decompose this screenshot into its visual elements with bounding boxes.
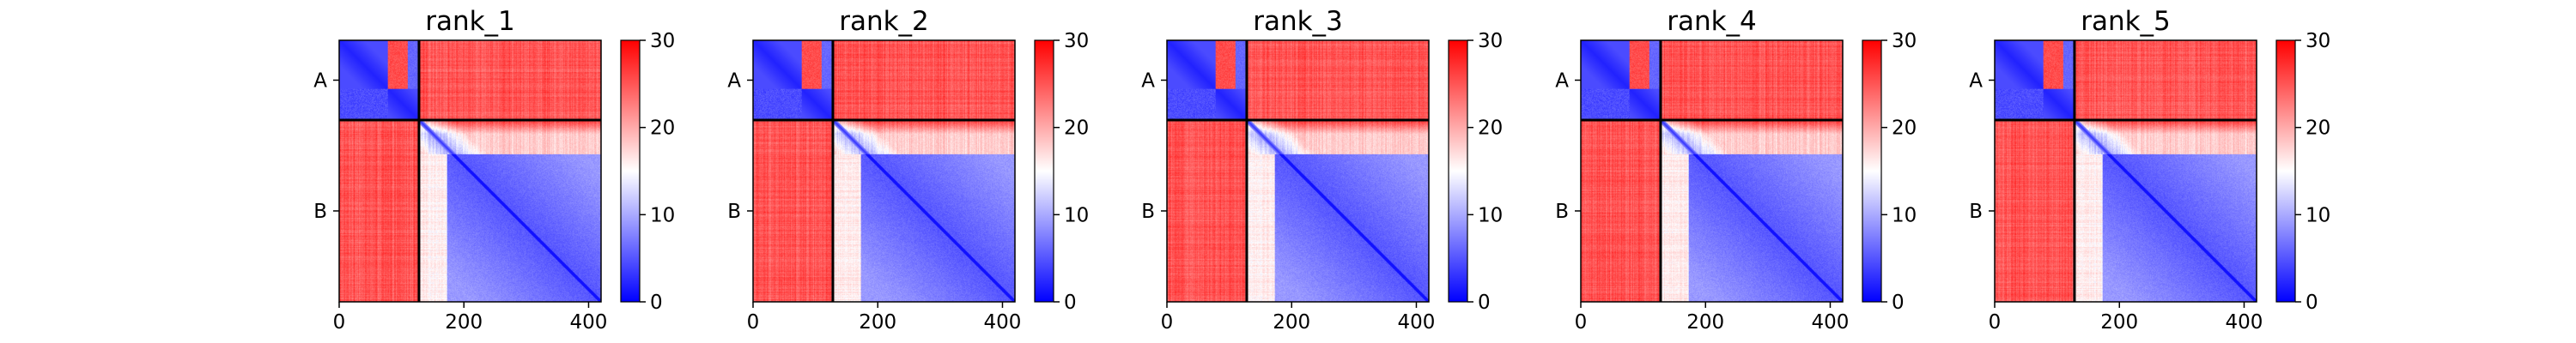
- colorbar-tick-label: 30: [650, 30, 675, 52]
- chain-label: B: [1969, 201, 1983, 223]
- colorbar-tick-label: 20: [1064, 117, 1089, 140]
- x-tick-label: 0: [1161, 311, 1174, 334]
- colorbar-tick-label: 0: [1478, 292, 1491, 314]
- heatmap-image: [1581, 40, 1843, 302]
- x-tick-label: 0: [747, 311, 760, 334]
- colorbar-tick-label: 10: [1892, 204, 1917, 226]
- colorbar-tick-label: 10: [1478, 204, 1503, 226]
- axes-frame: [338, 39, 602, 303]
- x-tick-label: 400: [2226, 311, 2263, 334]
- x-tick-label: 400: [984, 311, 1022, 334]
- chain-label: A: [313, 69, 327, 92]
- x-tick-label: 400: [1812, 311, 1850, 334]
- colorbar-tick-label: 30: [1478, 30, 1503, 52]
- heatmap-panel-1: rank_1 0 200 400 A B 0 10 20 30: [313, 6, 675, 334]
- x-tick-label: 200: [1686, 311, 1724, 334]
- axes-frame: [752, 39, 1016, 303]
- chain-label: B: [1141, 201, 1155, 223]
- heatmap-image: [753, 40, 1015, 302]
- chain-label: B: [1555, 201, 1569, 223]
- colorbar-tick-label: 30: [2306, 30, 2330, 52]
- x-tick-label: 200: [859, 311, 896, 334]
- axes-frame: [1166, 39, 1430, 303]
- chain-label: A: [727, 69, 741, 92]
- colorbar-tick-label: 0: [1892, 292, 1905, 314]
- colorbar-tick-label: 0: [2306, 292, 2318, 314]
- colorbar-tick-label: 10: [1064, 204, 1089, 226]
- colorbar: [620, 39, 641, 303]
- panel-title: rank_5: [2081, 6, 2171, 37]
- panel-title: rank_4: [1667, 6, 1757, 37]
- colorbar: [1862, 39, 1882, 303]
- x-tick-label: 200: [1273, 311, 1310, 334]
- heatmap-panel-4: rank_4 0 200 400 A B 0 10 20 30: [1555, 6, 1917, 334]
- colorbar-tick-label: 30: [1892, 30, 1917, 52]
- axes-frame: [1994, 39, 2257, 303]
- heatmap-image: [1995, 40, 2257, 302]
- chain-label: A: [1969, 69, 1983, 92]
- x-tick-label: 200: [2100, 311, 2138, 334]
- panel-title: rank_1: [425, 6, 515, 37]
- colorbar-tick-label: 10: [2306, 204, 2330, 226]
- x-tick-label: 200: [445, 311, 483, 334]
- x-tick-label: 400: [1398, 311, 1436, 334]
- colorbar-tick-label: 20: [650, 117, 675, 140]
- colorbar: [2275, 39, 2296, 303]
- colorbar-tick-label: 0: [650, 292, 663, 314]
- panel-title: rank_2: [839, 6, 929, 37]
- heatmap-panel-2: rank_2 0 200 400 A B 0 10 20 30: [727, 6, 1089, 334]
- colorbar-tick-label: 0: [1064, 292, 1077, 314]
- x-tick-label: 0: [333, 311, 346, 334]
- heatmap-image: [339, 40, 601, 302]
- colorbar: [1034, 39, 1054, 303]
- chain-label: B: [727, 201, 741, 223]
- heatmap-panel-5: rank_5 0 200 400 A B 0 10 20 30: [1969, 6, 2330, 334]
- colorbar-tick-label: 20: [1892, 117, 1917, 140]
- colorbar: [1448, 39, 1468, 303]
- chain-label: A: [1555, 69, 1569, 92]
- colorbar-tick-label: 20: [2306, 117, 2330, 140]
- colorbar-tick-label: 30: [1064, 30, 1089, 52]
- heatmap-panel-3: rank_3 0 200 400 A B 0 10 20 30: [1141, 6, 1503, 334]
- heatmap-image: [1167, 40, 1429, 302]
- colorbar-tick-label: 10: [650, 204, 675, 226]
- panel-title: rank_3: [1253, 6, 1343, 37]
- chain-label: A: [1141, 69, 1155, 92]
- x-tick-label: 400: [570, 311, 608, 334]
- x-tick-label: 0: [1575, 311, 1588, 334]
- x-tick-label: 0: [1989, 311, 2002, 334]
- axes-frame: [1580, 39, 1844, 303]
- chain-label: B: [313, 201, 327, 223]
- colorbar-tick-label: 20: [1478, 117, 1503, 140]
